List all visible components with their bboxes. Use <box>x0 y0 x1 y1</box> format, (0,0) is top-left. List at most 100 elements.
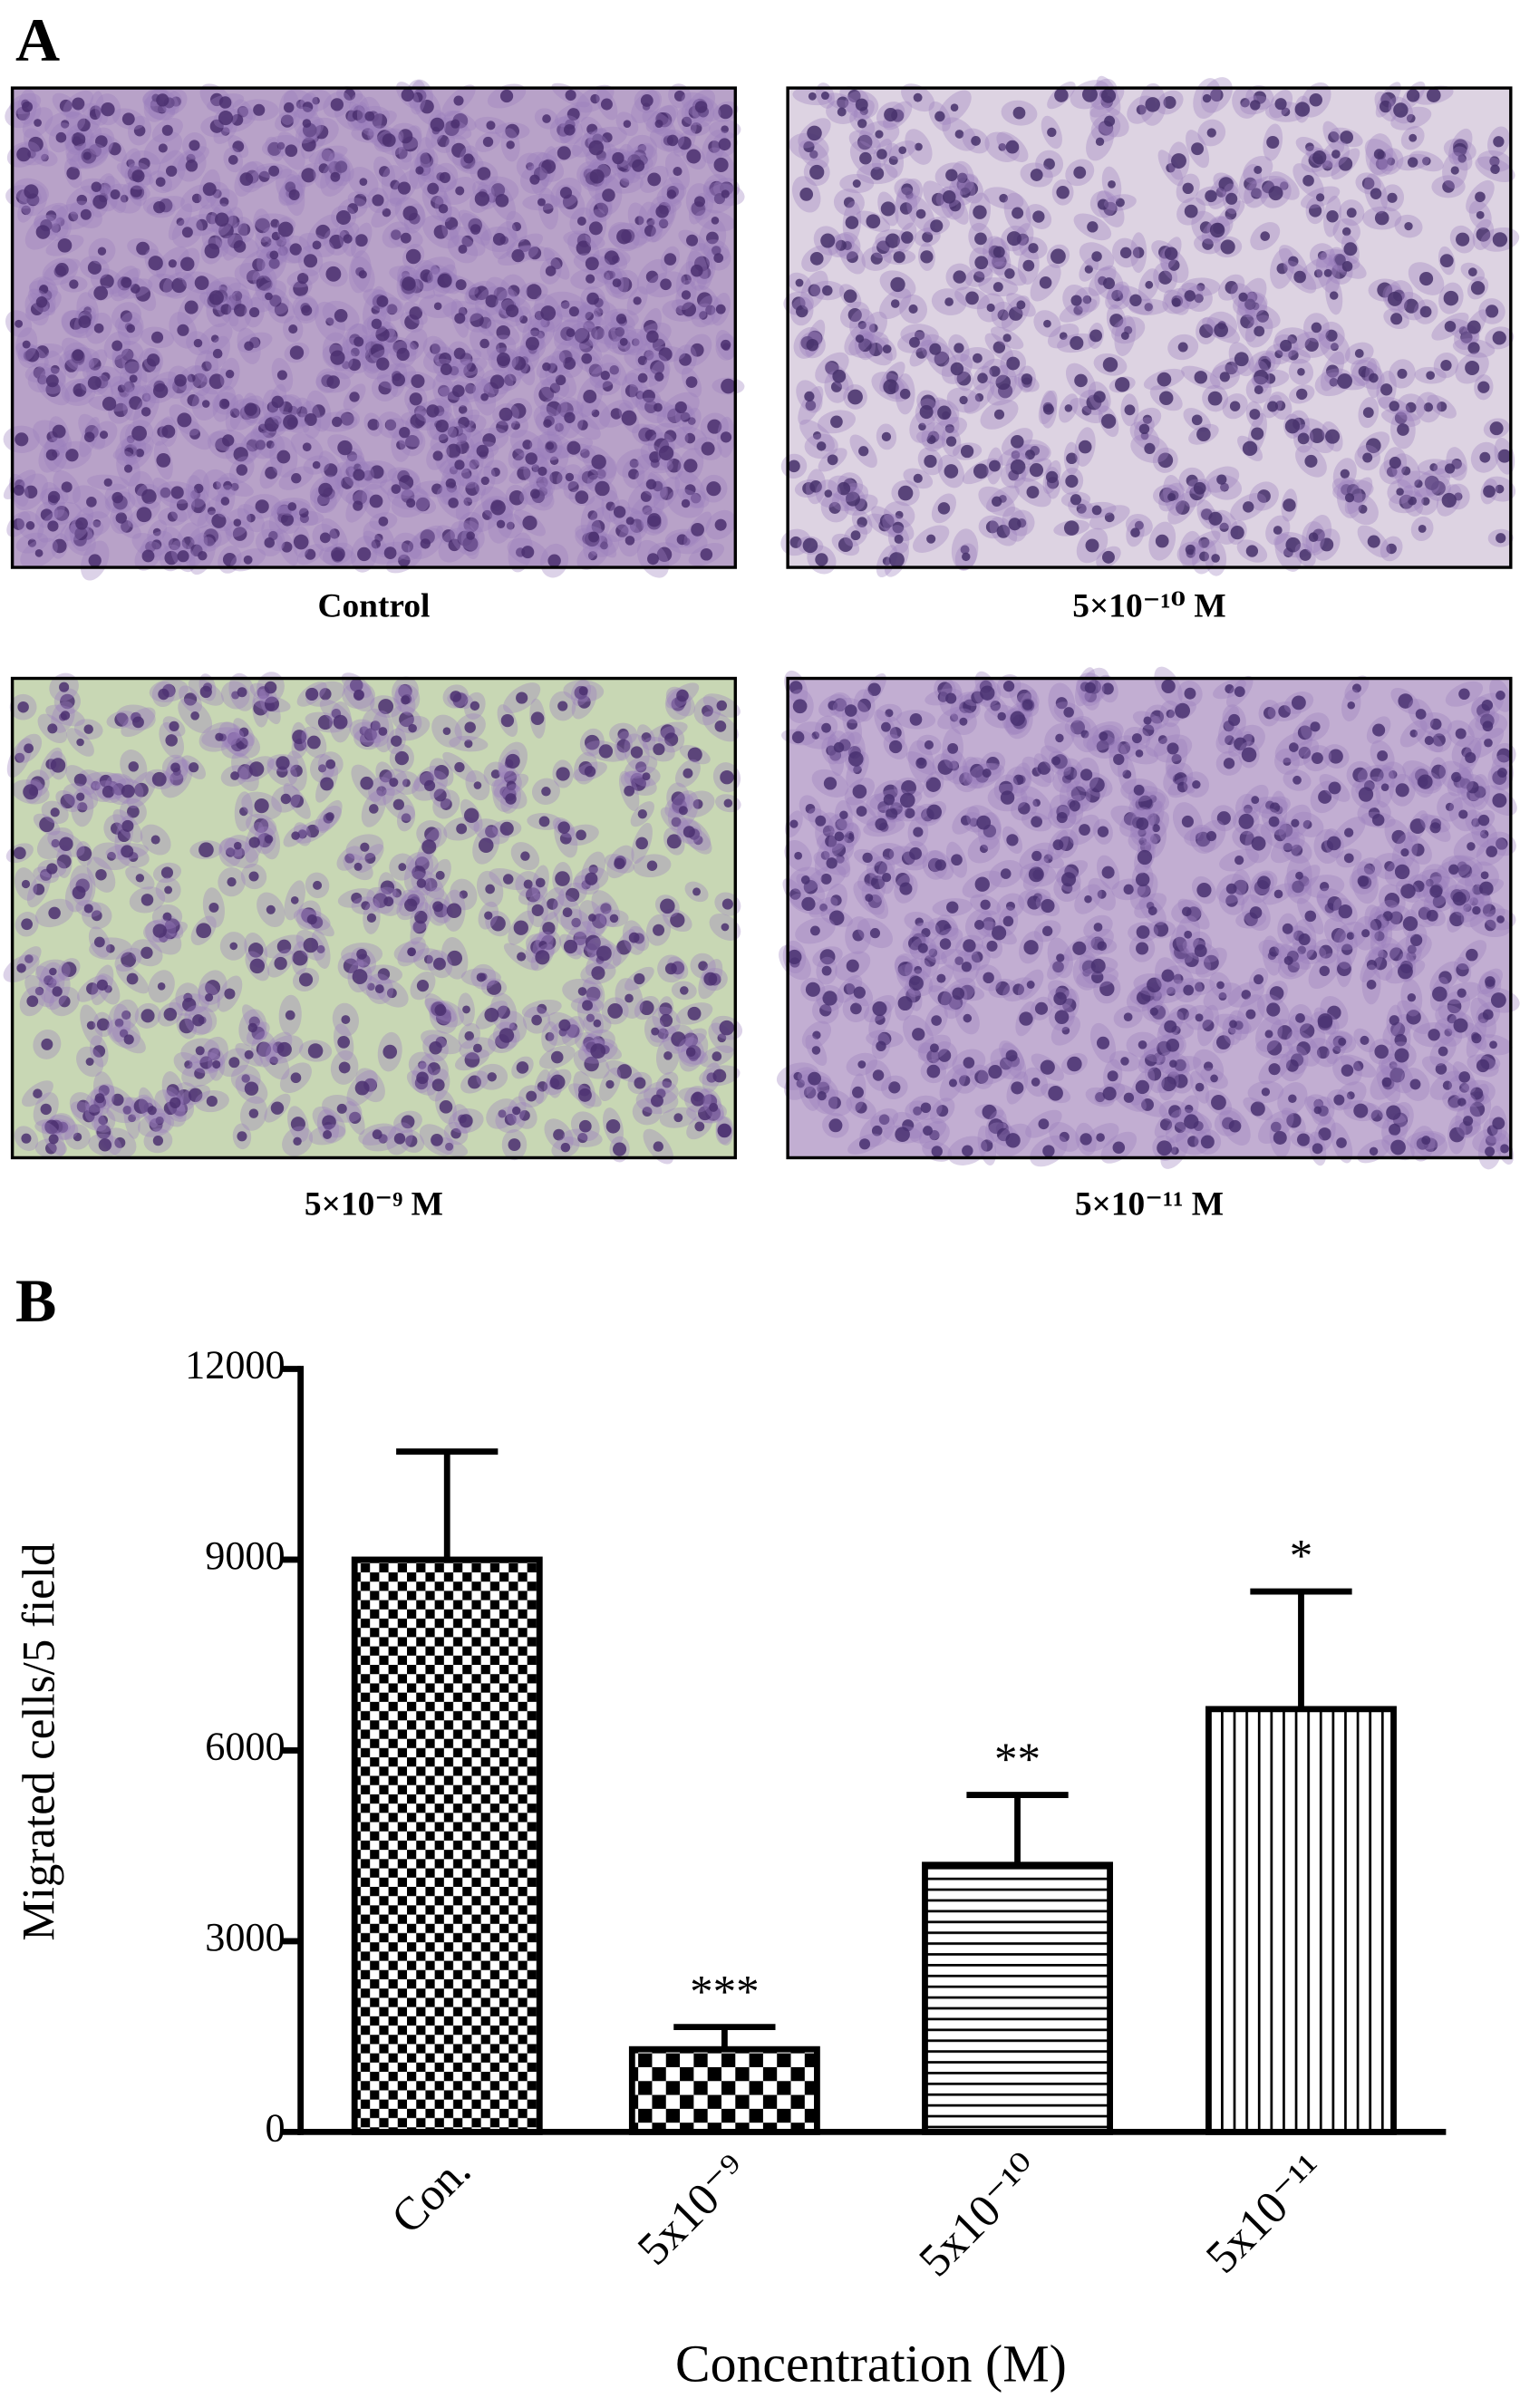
cell-nucleus <box>465 481 479 496</box>
cell-nucleus <box>1054 1010 1070 1025</box>
cell-nucleus <box>549 1074 566 1090</box>
cell-nucleus <box>1095 137 1105 147</box>
cell-nucleus <box>1145 97 1160 112</box>
cell-nucleus <box>87 376 102 391</box>
cell-nucleus <box>283 102 295 113</box>
cell-nucleus <box>158 688 169 701</box>
cell-nucleus <box>1219 372 1230 382</box>
cell-nucleus <box>642 772 651 781</box>
cell-nucleus <box>605 1118 621 1134</box>
cell-nucleus <box>487 1072 497 1082</box>
cell-nucleus <box>965 291 979 305</box>
cell-nucleus <box>126 972 139 985</box>
cell-nucleus <box>1171 153 1186 169</box>
cell-nucleus <box>1331 150 1341 159</box>
cell-nucleus <box>1028 243 1039 254</box>
cell-nucleus <box>230 771 239 780</box>
cell-nucleus <box>1196 427 1211 442</box>
cell-nucleus <box>336 1103 347 1114</box>
cell-nucleus <box>268 257 280 269</box>
cell-nucleus <box>1002 681 1015 692</box>
cell-nucleus <box>484 911 493 920</box>
cell-nucleus <box>423 779 436 792</box>
cell-nucleus <box>646 860 658 871</box>
cell-nucleus <box>404 898 418 912</box>
cell-nucleus <box>392 372 406 387</box>
cell-nucleus <box>537 198 546 207</box>
cell-nucleus <box>633 296 642 305</box>
cell-nucleus <box>140 1009 155 1023</box>
cell-nucleus <box>296 272 309 285</box>
cell-nucleus <box>1485 976 1496 987</box>
cell-nucleus <box>666 134 679 147</box>
cell-nucleus <box>407 947 416 957</box>
cell-nucleus <box>1063 707 1074 718</box>
cell-nucleus <box>1311 752 1323 765</box>
cell-nucleus <box>15 432 29 447</box>
cell-nucleus <box>446 903 462 918</box>
cell-nucleus <box>312 460 321 469</box>
cell-nucleus <box>684 484 696 496</box>
cell-nucleus <box>711 217 720 225</box>
cell-nucleus <box>962 552 971 562</box>
cell-nucleus <box>653 743 665 756</box>
cell-nucleus <box>1206 128 1216 138</box>
cell-nucleus <box>400 232 411 244</box>
cell-nucleus <box>1164 1020 1177 1033</box>
cell-nucleus <box>1245 1009 1256 1020</box>
cell-nucleus <box>248 1108 259 1118</box>
cell-nucleus <box>678 806 688 816</box>
cell-nucleus <box>378 381 392 395</box>
cell-nucleus <box>792 699 808 714</box>
cell-nucleus <box>237 687 247 698</box>
cell-nucleus <box>499 1028 515 1043</box>
cell-nucleus <box>1467 842 1476 851</box>
cell-nucleus <box>1096 1133 1105 1142</box>
cell-nucleus <box>1499 1144 1510 1154</box>
cell-nucleus <box>430 117 445 132</box>
cell-nucleus <box>898 146 907 155</box>
cell-nucleus <box>651 1094 663 1107</box>
cell-nucleus <box>788 459 800 473</box>
cell-nucleus <box>807 125 822 141</box>
cell-nucleus <box>372 1129 382 1140</box>
cell-nucleus <box>115 512 127 524</box>
cell-nucleus <box>435 870 445 880</box>
cell-nucleus <box>165 734 178 747</box>
cell-nucleus <box>794 851 803 860</box>
cell-nucleus <box>565 472 575 482</box>
cell-nucleus <box>169 1097 181 1108</box>
cell-nucleus <box>858 446 869 457</box>
cell-nucleus <box>244 1049 254 1059</box>
cell-nucleus <box>160 866 174 879</box>
cell-nucleus <box>1042 403 1054 415</box>
cell-nucleus <box>591 326 605 340</box>
cell-nucleus <box>141 488 157 505</box>
cell-nucleus <box>152 1136 164 1146</box>
cell-nucleus <box>1067 1056 1082 1072</box>
cell-nucleus <box>1400 848 1409 857</box>
cell-nucleus <box>68 211 79 222</box>
cell-nucleus <box>721 189 730 198</box>
cell-nucleus <box>1220 239 1235 255</box>
cell-nucleus <box>352 969 368 985</box>
cell-nucleus <box>121 819 134 832</box>
cell-nucleus <box>926 534 936 544</box>
cell-nucleus <box>959 395 968 405</box>
cell-nucleus <box>192 372 208 389</box>
cell-nucleus <box>1343 242 1358 256</box>
cell-nucleus <box>52 986 63 997</box>
micrograph <box>780 75 1520 578</box>
cell-nucleus <box>82 151 92 160</box>
cell-nucleus <box>293 534 309 550</box>
cell-nucleus <box>264 537 276 548</box>
cell-nucleus <box>224 988 236 1000</box>
cell-nucleus <box>717 1123 732 1138</box>
cell-nucleus <box>399 426 411 439</box>
cell-nucleus <box>619 178 630 189</box>
cell-nucleus <box>366 913 377 924</box>
cell-nucleus <box>1386 1105 1401 1120</box>
cell-nucleus <box>454 761 465 773</box>
cell-nucleus <box>111 491 123 504</box>
cell-nucleus <box>614 857 625 870</box>
